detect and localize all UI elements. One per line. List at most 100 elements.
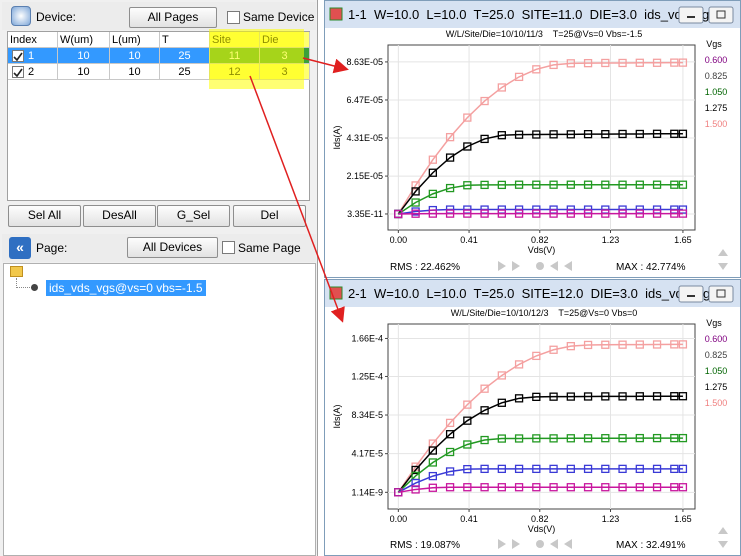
data-point — [635, 180, 644, 189]
y-tick-label: 1.25E-4 — [351, 371, 383, 381]
data-point — [497, 83, 506, 92]
action-button[interactable]: Del — [233, 205, 306, 227]
all-devices-button[interactable]: All Devices — [127, 237, 218, 258]
nav-dot[interactable] — [536, 540, 544, 548]
data-point — [549, 392, 558, 401]
data-point — [428, 189, 437, 199]
plot-area — [387, 323, 696, 510]
nav-dot[interactable] — [536, 262, 544, 270]
y-tick-label: 3.35E-11 — [347, 209, 383, 219]
page-toolbar: « Page: All Devices Same Page — [2, 234, 316, 262]
x-tick-label: 0.41 — [460, 514, 478, 524]
minimize-button[interactable] — [678, 285, 704, 303]
action-button[interactable]: G_Sel — [157, 205, 230, 227]
collapse-icon[interactable]: « — [9, 237, 31, 259]
table-cell[interactable]: 25 — [160, 64, 210, 80]
folder-icon[interactable] — [10, 266, 23, 277]
button-glyph — [687, 16, 695, 18]
device-icon[interactable] — [11, 6, 31, 26]
nav-arrow[interactable] — [550, 261, 558, 271]
x-tick-label: 0.82 — [531, 514, 549, 524]
data-point — [411, 465, 420, 475]
data-point — [601, 58, 610, 68]
data-point — [411, 187, 420, 196]
x-tick-label: 0.00 — [390, 514, 408, 524]
table-cell[interactable]: 10 — [110, 64, 160, 80]
data-point — [670, 483, 679, 492]
data-point — [463, 181, 472, 190]
data-point — [670, 129, 679, 138]
legend-entry: 0.600 — [705, 334, 728, 344]
column-header[interactable]: Index — [8, 32, 58, 48]
data-point — [428, 209, 437, 218]
column-header[interactable]: W(um) — [58, 32, 110, 48]
y-tick-label: 1.66E-4 — [351, 333, 383, 343]
same-device-checkbox[interactable] — [227, 11, 240, 24]
nav-arrow[interactable] — [564, 539, 572, 549]
column-header[interactable]: L(um) — [110, 32, 160, 48]
y-tick-label: 8.63E-05 — [346, 57, 383, 67]
data-point — [678, 433, 688, 443]
chart-window: 1-1 W=10.0 L=10.0 T=25.0 SITE=11.0 DIE=3… — [324, 0, 741, 278]
x-tick-label: 1.23 — [602, 235, 620, 245]
data-point — [583, 58, 593, 68]
y-tick-label: 4.31E-05 — [346, 133, 383, 143]
data-point — [428, 168, 437, 177]
scroll-up[interactable] — [718, 527, 728, 534]
data-point — [635, 340, 644, 349]
nav-arrow[interactable] — [512, 539, 520, 549]
scroll-down[interactable] — [718, 263, 728, 270]
data-point — [463, 464, 472, 474]
nav-arrow[interactable] — [564, 261, 572, 271]
tree-item[interactable]: ids_vds_vgs@vs=0 vbs=-1.5 — [46, 280, 206, 296]
data-point — [514, 394, 524, 403]
data-point — [497, 434, 506, 443]
all-pages-button[interactable]: All Pages — [129, 7, 217, 28]
column-header[interactable]: T — [160, 32, 210, 48]
action-button[interactable]: DesAll — [83, 205, 156, 227]
maximize-button[interactable] — [708, 6, 734, 24]
nav-arrow[interactable] — [512, 261, 520, 271]
nav-arrow[interactable] — [498, 539, 506, 549]
table-cell[interactable]: 10 — [58, 64, 110, 80]
data-point — [601, 483, 610, 492]
check-mark — [13, 52, 23, 62]
data-point — [411, 485, 420, 494]
button-glyph — [687, 295, 695, 297]
scroll-down[interactable] — [718, 541, 728, 548]
minimize-button[interactable] — [678, 6, 704, 24]
x-axis-label: Vds(V) — [528, 245, 556, 255]
nav-arrow[interactable] — [498, 261, 506, 271]
data-point — [583, 340, 593, 350]
data-point — [463, 400, 472, 409]
data-point — [618, 209, 627, 218]
data-point — [549, 483, 558, 492]
scroll-up[interactable] — [718, 249, 728, 256]
data-point — [618, 129, 627, 139]
tree-line — [16, 287, 32, 288]
chart-window: 2-1 W=10.0 L=10.0 T=25.0 SITE=12.0 DIE=3… — [324, 279, 741, 556]
data-point — [670, 209, 679, 218]
x-tick-label: 0.82 — [531, 235, 549, 245]
table-cell[interactable]: 10 — [58, 48, 110, 64]
data-point — [497, 398, 506, 407]
maximize-button[interactable] — [708, 285, 734, 303]
data-point — [678, 180, 688, 189]
row-checkbox[interactable] — [12, 66, 24, 78]
action-button[interactable]: Sel All — [8, 205, 81, 227]
row-checkbox[interactable] — [12, 50, 24, 62]
data-point — [652, 392, 662, 401]
data-point — [670, 464, 679, 474]
data-point — [549, 209, 558, 218]
data-point — [532, 483, 541, 492]
nav-arrow[interactable] — [550, 539, 558, 549]
window-title: 2-1 W=10.0 L=10.0 T=25.0 SITE=12.0 DIE=3… — [348, 286, 728, 301]
table-cell[interactable]: 10 — [110, 48, 160, 64]
x-axis-label: Vds(V) — [528, 524, 556, 534]
data-point — [411, 181, 420, 190]
same-page-checkbox[interactable] — [222, 241, 235, 254]
page-label: Page: — [36, 241, 68, 255]
table-cell[interactable]: 25 — [160, 48, 210, 64]
data-point — [566, 342, 575, 351]
